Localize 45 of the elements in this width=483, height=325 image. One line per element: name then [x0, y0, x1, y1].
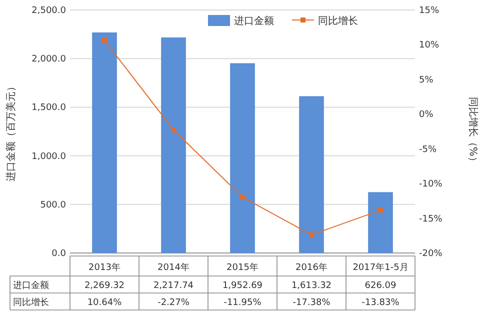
- text: 同比增长: [13, 298, 49, 308]
- y2-tick-label: 10%: [419, 40, 440, 51]
- y2-tick-label: -15%: [419, 214, 443, 224]
- data-label: 626.09: [364, 281, 397, 291]
- bar: [299, 96, 324, 253]
- x-tick-label: 2013年: [88, 262, 120, 273]
- x-tick-label: 2017年1-5月: [352, 262, 408, 273]
- x-tick-label: 2014年: [158, 262, 190, 273]
- data-label: 2,269.32: [84, 281, 125, 291]
- y-tick-label: 500.0: [40, 200, 66, 210]
- bar: [161, 37, 186, 253]
- bar: [230, 63, 255, 253]
- x-tick-label: 2016年: [296, 262, 328, 273]
- y-tick-label: 2,500.0: [32, 6, 66, 16]
- data-label: 1,952.69: [222, 281, 263, 291]
- y-tick-label: 1,500.0: [32, 103, 66, 114]
- y-tick-label: 1,000.0: [32, 152, 66, 162]
- data-label: -11.95%: [224, 298, 262, 308]
- x-tick-label: 2015年: [226, 262, 258, 273]
- y2-tick-label: 5%: [419, 75, 434, 86]
- bar: [368, 192, 393, 253]
- y2-axis-title: 同比增长（%）: [467, 96, 479, 166]
- y2-tick-label: -20%: [419, 249, 443, 259]
- y2-tick-label: 0%: [419, 110, 434, 120]
- data-label: 2,217.74: [153, 281, 194, 291]
- legend-label: 同比增长: [318, 15, 358, 27]
- text: 进口金额: [13, 281, 49, 291]
- data-label: 10.64%: [87, 298, 122, 308]
- point: [309, 232, 314, 238]
- point: [171, 127, 176, 132]
- bar: [92, 32, 117, 253]
- legend-label: 进口金额: [234, 15, 274, 27]
- point: [378, 208, 383, 213]
- y2-tick-label: 15%: [419, 6, 440, 16]
- data-label: -13.83%: [362, 298, 400, 308]
- data-label: -2.27%: [158, 298, 190, 308]
- data-label: -17.38%: [292, 298, 331, 308]
- point: [240, 194, 245, 200]
- y-tick-label: 0.0: [52, 249, 66, 259]
- y2-tick-label: -10%: [419, 180, 443, 190]
- y-axis-title: 进口金额（百万美元）: [5, 82, 17, 182]
- data-label: 1,613.32: [291, 281, 332, 291]
- point: [102, 38, 107, 43]
- y2-tick-label: -5%: [419, 144, 437, 155]
- y-tick-label: 2,000.0: [32, 54, 66, 65]
